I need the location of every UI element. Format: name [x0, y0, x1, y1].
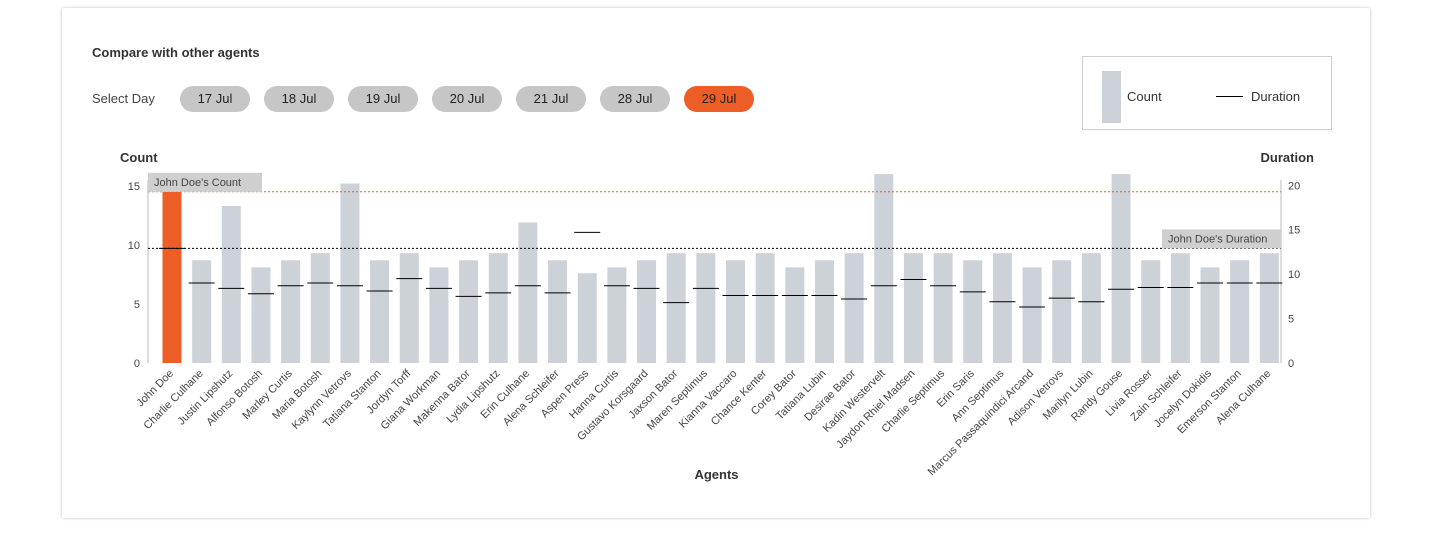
- select-day-label: Select Day: [92, 91, 155, 106]
- duration-reference-tag: [1162, 229, 1281, 249]
- count-reference-tag: [148, 172, 262, 192]
- count-bar: [874, 174, 894, 363]
- day-pill-29-jul[interactable]: 29 Jul: [684, 86, 754, 112]
- count-bar: [370, 260, 390, 363]
- count-bar: [666, 253, 686, 363]
- count-reference-label: John Doe's Count: [154, 177, 241, 189]
- count-bar: [577, 273, 597, 363]
- count-bar: [548, 260, 568, 363]
- y2-tick-label: 0: [1288, 358, 1294, 370]
- count-bar: [429, 267, 449, 363]
- count-bar: [696, 253, 716, 363]
- count-bar: [518, 222, 538, 363]
- count-bar: [162, 191, 182, 363]
- count-bar: [637, 260, 657, 363]
- count-bar: [785, 267, 805, 363]
- count-bar: [251, 267, 271, 363]
- y-tick-label: 0: [134, 358, 140, 370]
- count-bar: [844, 253, 864, 363]
- count-bar: [903, 253, 923, 363]
- count-bar: [1259, 253, 1279, 363]
- count-bar: [963, 260, 983, 363]
- y2-axis-title: Duration: [1261, 150, 1315, 165]
- y2-tick-label: 10: [1288, 269, 1300, 281]
- duration-legend-line: [1216, 96, 1243, 97]
- count-bar: [281, 260, 301, 363]
- count-bar: [459, 260, 479, 363]
- y-axis-title: Count: [120, 150, 158, 165]
- day-pill-19-jul[interactable]: 19 Jul: [348, 86, 418, 112]
- chart-legend: Count Duration: [1082, 56, 1332, 130]
- count-bar: [1141, 260, 1161, 363]
- duration-legend-label: Duration: [1251, 89, 1301, 104]
- section-title: Compare with other agents: [92, 45, 260, 60]
- count-bar: [340, 183, 360, 363]
- duration-reference-label: John Doe's Duration: [1168, 233, 1267, 245]
- count-bar: [1230, 260, 1250, 363]
- y2-tick-label: 15: [1288, 225, 1300, 237]
- count-bar: [933, 253, 953, 363]
- count-bar: [221, 205, 241, 363]
- y2-tick-label: 20: [1288, 180, 1300, 192]
- count-bar: [488, 253, 508, 363]
- y-tick-label: 10: [128, 240, 140, 252]
- count-bar: [399, 253, 419, 363]
- y2-tick-label: 5: [1288, 314, 1294, 326]
- count-bar: [310, 253, 330, 363]
- count-bar: [1170, 253, 1190, 363]
- agent-label: Alena Culhane: [1214, 368, 1274, 428]
- count-bar: [1081, 253, 1101, 363]
- count-bar: [814, 260, 834, 363]
- day-pill-28-jul[interactable]: 28 Jul: [600, 86, 670, 112]
- y-tick-label: 5: [134, 299, 140, 311]
- count-legend-swatch: [1102, 71, 1121, 123]
- count-bar: [726, 260, 745, 363]
- day-pill-18-jul[interactable]: 18 Jul: [264, 86, 334, 112]
- day-pill-21-jul[interactable]: 21 Jul: [516, 86, 586, 112]
- count-bar: [1200, 267, 1220, 363]
- count-bar: [192, 260, 212, 363]
- y-tick-label: 15: [128, 181, 140, 193]
- count-bar: [1022, 267, 1042, 363]
- count-bar: [755, 253, 775, 363]
- x-axis-title: Agents: [694, 467, 738, 482]
- count-bar: [1052, 260, 1072, 363]
- count-bar: [607, 267, 627, 363]
- day-pill-20-jul[interactable]: 20 Jul: [432, 86, 502, 112]
- count-bar: [1111, 174, 1131, 363]
- day-pill-17-jul[interactable]: 17 Jul: [180, 86, 250, 112]
- count-legend-label: Count: [1127, 89, 1162, 104]
- count-bar: [992, 253, 1012, 363]
